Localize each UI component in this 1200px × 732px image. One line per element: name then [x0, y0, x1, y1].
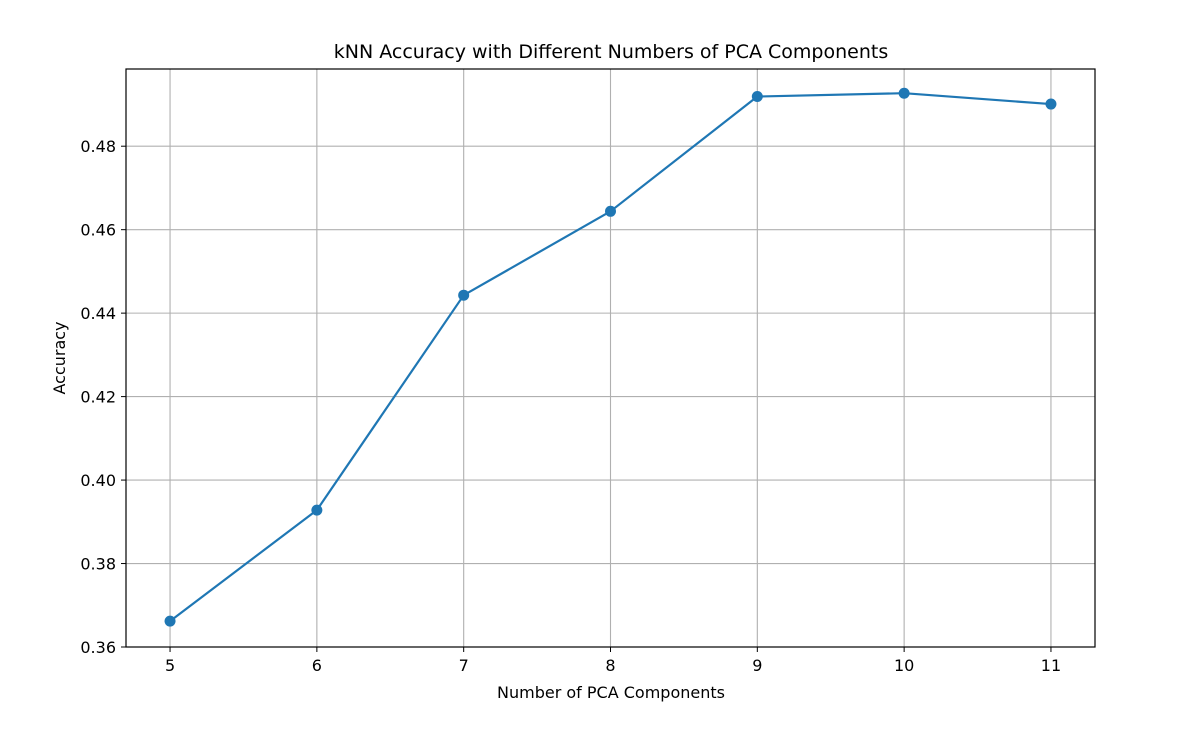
y-tick-label: 0.40 [80, 471, 116, 490]
x-tick-label: 9 [752, 656, 762, 675]
x-ticks: 5 6 7 8 9 10 11 [165, 647, 1061, 675]
data-point [751, 91, 763, 103]
grid-layer [126, 69, 1095, 648]
x-tick-label: 11 [1041, 656, 1061, 675]
x-tick-label: 10 [894, 656, 914, 675]
x-tick-label: 8 [605, 656, 615, 675]
y-tick-label: 0.48 [80, 137, 116, 156]
y-tick-label: 0.42 [80, 388, 116, 407]
data-point [311, 504, 323, 516]
data-point [458, 289, 470, 301]
data-point [1045, 98, 1057, 110]
data-point [605, 205, 616, 217]
y-tick-label: 0.44 [80, 304, 116, 323]
series-layer [164, 87, 1057, 627]
x-tick-label: 7 [459, 656, 469, 675]
data-point [898, 87, 910, 99]
data-point [164, 615, 176, 627]
plot-frame [125, 68, 1096, 648]
y-axis-label: Accuracy [50, 321, 69, 394]
y-tick-label: 0.36 [80, 638, 116, 657]
x-axis-label: Number of PCA Components [497, 683, 725, 702]
y-tick-label: 0.46 [80, 221, 116, 240]
x-tick-label: 5 [165, 656, 175, 675]
x-tick-label: 6 [312, 656, 322, 675]
chart-title: kNN Accuracy with Different Numbers of P… [334, 41, 889, 63]
y-ticks: 0.36 0.38 0.40 0.42 0.44 0.46 0.48 [80, 137, 126, 657]
y-tick-label: 0.38 [80, 555, 116, 574]
